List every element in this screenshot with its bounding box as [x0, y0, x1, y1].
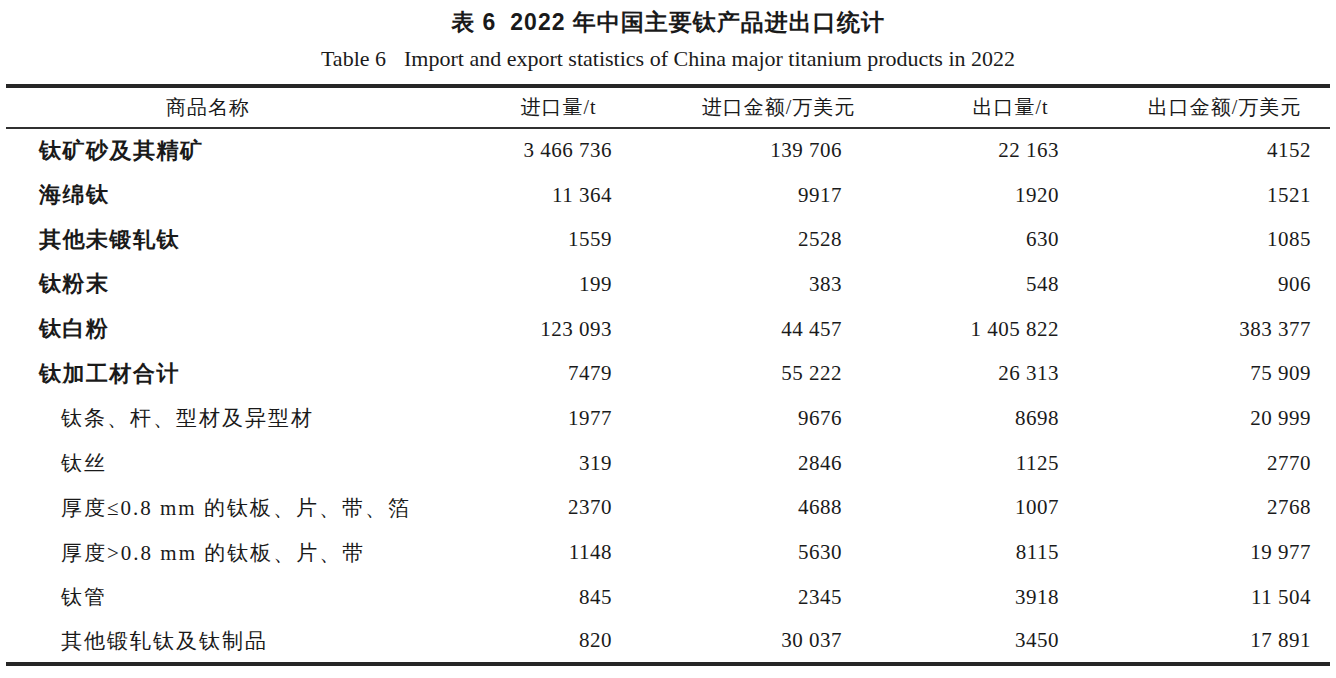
export-value-cell: 2768 [1079, 486, 1330, 531]
product-name-cell: 厚度>0.8 mm 的钛板、片、带 [6, 530, 474, 575]
column-header-import-quantity: 进口量/t [474, 86, 629, 128]
import-value-cell: 2528 [629, 217, 894, 262]
table-row: 钛条、杆、型材及异型材 1977 9676 8698 20 999 [6, 396, 1330, 441]
table-row: 钛粉末 199 383 548 906 [6, 262, 1330, 307]
table-row: 海绵钛 11 364 9917 1920 1521 [6, 173, 1330, 218]
import-value-cell: 4688 [629, 486, 894, 531]
product-name-cell: 钛条、杆、型材及异型材 [6, 396, 474, 441]
export-quantity-cell: 548 [894, 262, 1079, 307]
document-page: 表 6 2022 年中国主要钛产品进出口统计 Table 6 Import and … [0, 0, 1336, 678]
import-quantity-cell: 3 466 736 [474, 128, 629, 173]
product-name-cell: 其他未锻轧钛 [6, 217, 474, 262]
import-export-table: 商品名称 进口量/t 进口金额/万美元 出口量/t 出口金额/万美元 钛矿砂及其… [6, 84, 1330, 666]
export-quantity-cell: 3918 [894, 575, 1079, 620]
table-body: 钛矿砂及其精矿 3 466 736 139 706 22 163 4152 海绵… [6, 128, 1330, 664]
export-quantity-cell: 8115 [894, 530, 1079, 575]
export-quantity-cell: 630 [894, 217, 1079, 262]
export-quantity-cell: 3450 [894, 620, 1079, 665]
product-name-cell: 钛白粉 [6, 307, 474, 352]
export-value-cell: 4152 [1079, 128, 1330, 173]
import-value-cell: 383 [629, 262, 894, 307]
table-caption-zh: 表 6 2022 年中国主要钛产品进出口统计 [0, 0, 1336, 36]
column-header-export-quantity: 出口量/t [894, 86, 1079, 128]
export-quantity-cell: 8698 [894, 396, 1079, 441]
import-value-cell: 139 706 [629, 128, 894, 173]
column-header-import-value: 进口金额/万美元 [629, 86, 894, 128]
caption-zh-text: 2022 年中国主要钛产品进出口统计 [510, 9, 885, 35]
product-name-cell: 钛丝 [6, 441, 474, 486]
table-row: 厚度>0.8 mm 的钛板、片、带 1148 5630 8115 19 977 [6, 530, 1330, 575]
caption-zh-label: 表 6 [451, 9, 496, 35]
export-quantity-cell: 1007 [894, 486, 1079, 531]
product-name-cell: 钛矿砂及其精矿 [6, 128, 474, 173]
export-value-cell: 906 [1079, 262, 1330, 307]
product-name-cell: 其他锻轧钛及钛制品 [6, 620, 474, 665]
table-row: 钛加工材合计 7479 55 222 26 313 75 909 [6, 351, 1330, 396]
column-header-product-name: 商品名称 [6, 86, 474, 128]
export-value-cell: 1085 [1079, 217, 1330, 262]
export-quantity-cell: 22 163 [894, 128, 1079, 173]
column-header-export-value: 出口金额/万美元 [1079, 86, 1330, 128]
export-value-cell: 1521 [1079, 173, 1330, 218]
export-value-cell: 11 504 [1079, 575, 1330, 620]
product-name-cell: 厚度≤0.8 mm 的钛板、片、带、箔 [6, 486, 474, 531]
import-value-cell: 44 457 [629, 307, 894, 352]
export-value-cell: 75 909 [1079, 351, 1330, 396]
import-value-cell: 2846 [629, 441, 894, 486]
import-quantity-cell: 1977 [474, 396, 629, 441]
import-quantity-cell: 1148 [474, 530, 629, 575]
import-value-cell: 9676 [629, 396, 894, 441]
import-quantity-cell: 319 [474, 441, 629, 486]
export-quantity-cell: 26 313 [894, 351, 1079, 396]
table-row: 其他未锻轧钛 1559 2528 630 1085 [6, 217, 1330, 262]
import-quantity-cell: 845 [474, 575, 629, 620]
export-value-cell: 19 977 [1079, 530, 1330, 575]
product-name-cell: 海绵钛 [6, 173, 474, 218]
import-value-cell: 5630 [629, 530, 894, 575]
import-quantity-cell: 2370 [474, 486, 629, 531]
table-row: 其他锻轧钛及钛制品 820 30 037 3450 17 891 [6, 620, 1330, 665]
import-quantity-cell: 199 [474, 262, 629, 307]
import-value-cell: 55 222 [629, 351, 894, 396]
export-quantity-cell: 1125 [894, 441, 1079, 486]
table-row: 钛管 845 2345 3918 11 504 [6, 575, 1330, 620]
table-row: 钛矿砂及其精矿 3 466 736 139 706 22 163 4152 [6, 128, 1330, 173]
table-row: 钛丝 319 2846 1125 2770 [6, 441, 1330, 486]
export-value-cell: 2770 [1079, 441, 1330, 486]
table-caption-en: Table 6 Import and export statistics of C… [0, 45, 1336, 73]
product-name-cell: 钛加工材合计 [6, 351, 474, 396]
import-value-cell: 2345 [629, 575, 894, 620]
product-name-cell: 钛粉末 [6, 262, 474, 307]
import-value-cell: 30 037 [629, 620, 894, 665]
header-row: 商品名称 进口量/t 进口金额/万美元 出口量/t 出口金额/万美元 [6, 86, 1330, 128]
export-value-cell: 383 377 [1079, 307, 1330, 352]
caption-en-text: Import and export statistics of China ma… [404, 46, 1015, 71]
table-header: 商品名称 进口量/t 进口金额/万美元 出口量/t 出口金额/万美元 [6, 86, 1330, 128]
export-quantity-cell: 1 405 822 [894, 307, 1079, 352]
import-value-cell: 9917 [629, 173, 894, 218]
import-quantity-cell: 820 [474, 620, 629, 665]
caption-en-label: Table 6 [321, 46, 386, 71]
table-row: 厚度≤0.8 mm 的钛板、片、带、箔 2370 4688 1007 2768 [6, 486, 1330, 531]
import-quantity-cell: 7479 [474, 351, 629, 396]
export-quantity-cell: 1920 [894, 173, 1079, 218]
import-quantity-cell: 11 364 [474, 173, 629, 218]
import-quantity-cell: 123 093 [474, 307, 629, 352]
export-value-cell: 20 999 [1079, 396, 1330, 441]
table-row: 钛白粉 123 093 44 457 1 405 822 383 377 [6, 307, 1330, 352]
product-name-cell: 钛管 [6, 575, 474, 620]
export-value-cell: 17 891 [1079, 620, 1330, 665]
import-quantity-cell: 1559 [474, 217, 629, 262]
